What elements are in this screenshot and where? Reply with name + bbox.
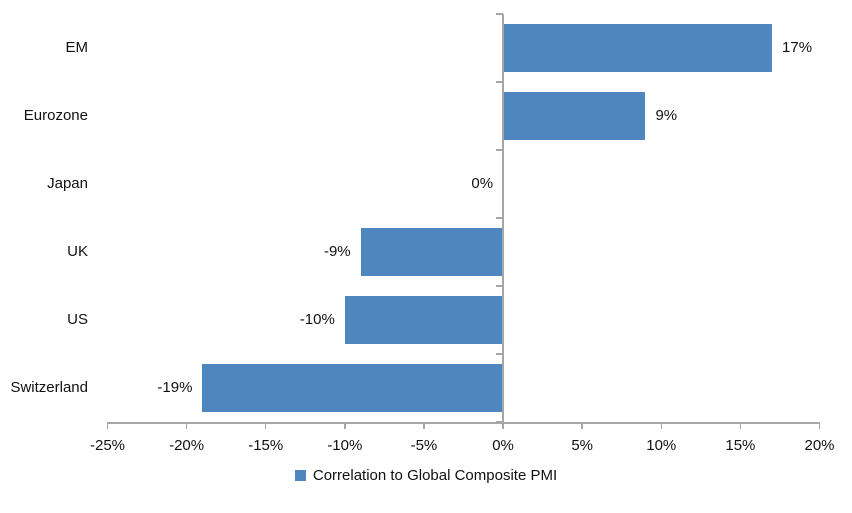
x-tick-label: -25%: [89, 437, 126, 454]
x-axis-tick: [264, 422, 267, 429]
x-tick-label: 10%: [646, 437, 677, 454]
value-label: 17%: [782, 39, 813, 56]
category-label: Switzerland: [10, 379, 88, 396]
x-axis-tick: [502, 422, 504, 429]
x-axis-tick: [660, 422, 663, 429]
value-label: 9%: [655, 107, 678, 124]
y-axis-tick: [496, 81, 504, 83]
category-label: US: [67, 311, 88, 328]
y-axis-tick: [496, 217, 504, 219]
bar: [202, 364, 504, 412]
bar: [503, 24, 773, 72]
y-axis-tick: [496, 353, 504, 355]
bar: [503, 92, 646, 140]
y-axis-tick: [496, 13, 504, 15]
x-axis-tick: [344, 422, 346, 429]
bar: [360, 228, 504, 276]
value-label: -10%: [299, 311, 335, 328]
y-axis-tick: [496, 285, 504, 287]
bar: [344, 296, 504, 344]
x-axis-tick: [818, 422, 821, 429]
y-axis-tick: [496, 149, 504, 151]
x-axis-tick: [581, 422, 583, 429]
legend-swatch-icon: [294, 470, 306, 481]
x-tick-label: 15%: [725, 437, 756, 454]
x-tick-label: -15%: [248, 437, 284, 454]
x-axis-tick: [423, 422, 425, 429]
legend: Correlation to Global Composite PMI: [0, 466, 852, 485]
y-axis-line: [502, 14, 504, 422]
category-label: EM: [65, 39, 89, 56]
x-axis-line: [107, 422, 820, 424]
x-tick-label: 5%: [571, 437, 593, 454]
x-tick-label: -10%: [327, 437, 363, 454]
legend-label: Correlation to Global Composite PMI: [312, 467, 558, 484]
x-tick-label: 0%: [492, 437, 514, 454]
value-label: -19%: [157, 379, 193, 396]
x-tick-label: -5%: [410, 437, 438, 454]
category-label: Eurozone: [23, 107, 88, 124]
x-axis-tick: [739, 422, 742, 429]
value-label: 0%: [471, 175, 494, 192]
x-axis-tick: [185, 422, 188, 429]
value-label: -9%: [323, 243, 351, 260]
x-tick-label: -20%: [169, 437, 205, 454]
category-label: Japan: [47, 175, 88, 192]
category-label: UK: [67, 243, 88, 260]
x-tick-label: 20%: [804, 437, 835, 454]
x-axis-tick: [106, 422, 109, 429]
